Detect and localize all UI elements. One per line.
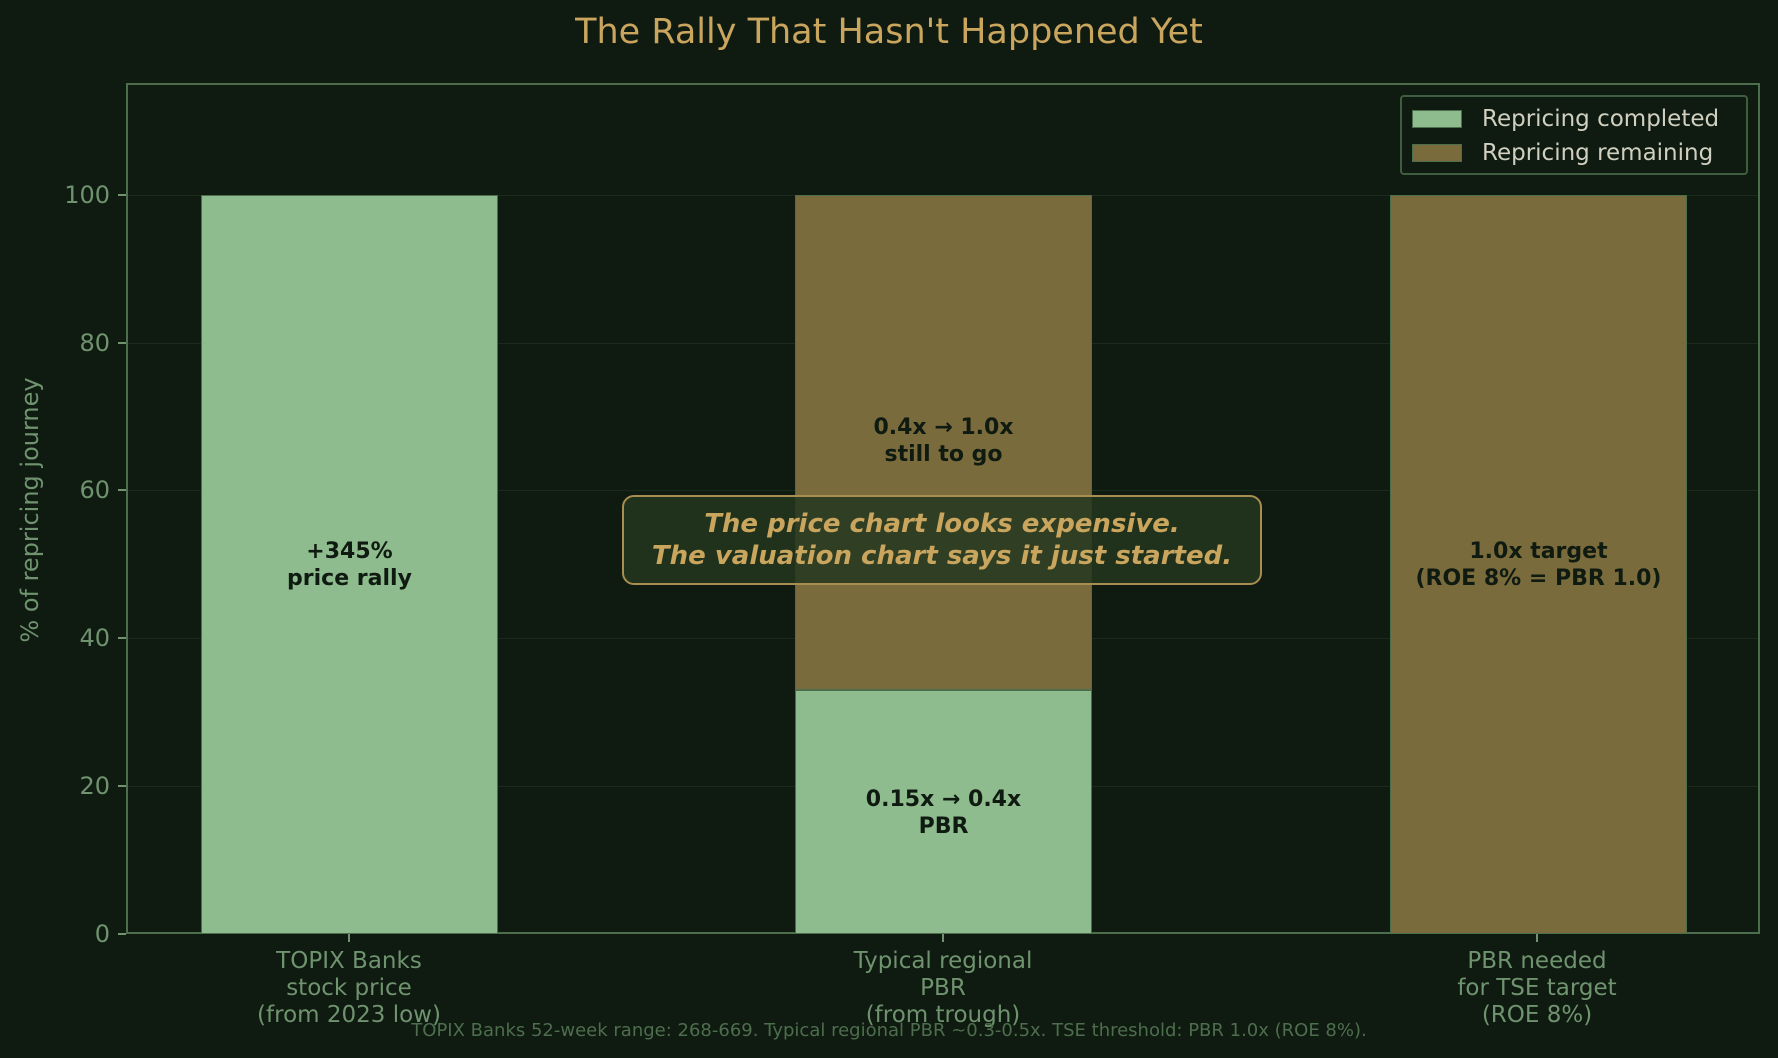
y-axis-label: % of repricing journey xyxy=(16,377,44,643)
y-tick-100: 100 xyxy=(64,181,110,209)
bar-regional-pbr-remaining: 0.4x → 1.0x still to go xyxy=(795,195,1092,690)
x-label-topix-banks: TOPIX Banks stock price (from 2023 low) xyxy=(257,948,441,1028)
legend-label-remaining: Repricing remaining xyxy=(1482,140,1714,166)
x-label-tse-target: PBR needed for TSE target (ROE 8%) xyxy=(1457,948,1617,1028)
legend-item-completed: Repricing completed xyxy=(1412,104,1719,134)
bar-tse-target-remaining: 1.0x target (ROE 8% = PBR 1.0) xyxy=(1390,195,1687,934)
legend-item-remaining: Repricing remaining xyxy=(1412,138,1713,168)
y-tick-40: 40 xyxy=(79,624,110,652)
legend-label-completed: Repricing completed xyxy=(1482,106,1720,132)
x-tick-mark xyxy=(1536,934,1538,942)
bar-label-target: 1.0x target (ROE 8% = PBR 1.0) xyxy=(1415,539,1662,591)
footnote: TOPIX Banks 52-week range: 268-669. Typi… xyxy=(411,1020,1367,1041)
legend-swatch-remaining xyxy=(1412,144,1462,162)
legend: Repricing completed Repricing remaining xyxy=(1400,95,1748,175)
plot-area: +345% price rally 0.4x → 1.0x still to g… xyxy=(126,83,1760,934)
y-tick-mark xyxy=(118,933,126,935)
bar-label-price-rally: +345% price rally xyxy=(287,539,412,591)
x-tick-mark xyxy=(942,934,944,942)
bar-label-pbr-progress: 0.15x → 0.4x PBR xyxy=(865,787,1022,839)
y-tick-20: 20 xyxy=(79,772,110,800)
y-tick-mark xyxy=(118,637,126,639)
y-tick-80: 80 xyxy=(79,329,110,357)
y-tick-mark xyxy=(118,489,126,491)
y-tick-60: 60 xyxy=(79,476,110,504)
legend-swatch-completed xyxy=(1412,110,1462,128)
bar-label-still-to-go: 0.4x → 1.0x still to go xyxy=(873,415,1014,467)
y-tick-mark xyxy=(118,194,126,196)
x-tick-mark xyxy=(348,934,350,942)
bar-topix-banks-completed: +345% price rally xyxy=(201,195,498,934)
bar-regional-pbr-completed: 0.15x → 0.4x PBR xyxy=(795,690,1092,934)
callout-box: The price chart looks expensive. The val… xyxy=(622,495,1262,585)
y-tick-mark xyxy=(118,785,126,787)
x-label-regional-pbr: Typical regional PBR (from trough) xyxy=(853,948,1033,1028)
y-tick-mark xyxy=(118,342,126,344)
chart-title: The Rally That Hasn't Happened Yet xyxy=(575,12,1203,52)
y-tick-0: 0 xyxy=(94,920,110,948)
